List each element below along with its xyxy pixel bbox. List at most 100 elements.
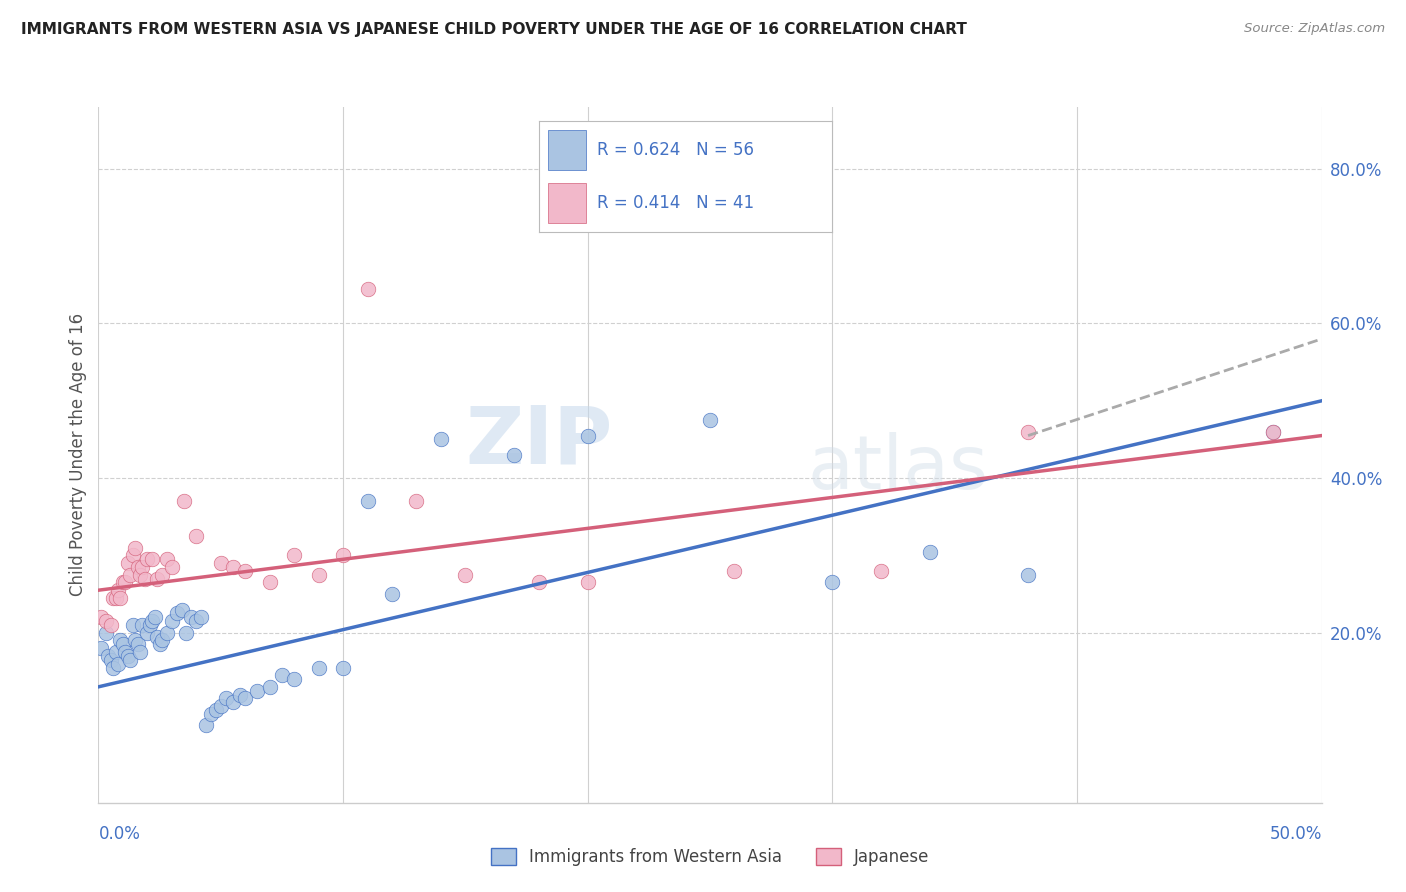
- Point: [101, 591, 124, 605]
- Point: [131, 560, 153, 574]
- Point: [356, 494, 378, 508]
- Point: [381, 587, 404, 601]
- Point: [111, 575, 134, 590]
- Point: [124, 633, 146, 648]
- Point: [136, 552, 159, 566]
- Point: [308, 567, 330, 582]
- Point: [129, 567, 152, 582]
- Point: [527, 575, 550, 590]
- Point: [821, 575, 844, 590]
- Point: [107, 583, 129, 598]
- Point: [576, 428, 599, 442]
- Point: [356, 282, 378, 296]
- Point: [114, 645, 136, 659]
- Point: [870, 564, 893, 578]
- Point: [110, 633, 132, 648]
- Point: [120, 567, 142, 582]
- Point: [100, 653, 122, 667]
- Point: [156, 625, 179, 640]
- Point: [222, 695, 245, 709]
- Point: [121, 618, 143, 632]
- Point: [186, 529, 208, 543]
- Point: [121, 549, 143, 563]
- Point: [139, 618, 162, 632]
- Point: [205, 703, 228, 717]
- Point: [127, 560, 149, 574]
- Point: [176, 625, 198, 640]
- Point: [332, 549, 354, 563]
- Point: [214, 691, 236, 706]
- Y-axis label: Child Poverty Under the Age of 16: Child Poverty Under the Age of 16: [69, 313, 87, 597]
- Point: [149, 637, 172, 651]
- Point: [723, 564, 745, 578]
- Point: [308, 660, 330, 674]
- Point: [90, 641, 112, 656]
- Point: [209, 699, 232, 714]
- Point: [134, 572, 156, 586]
- Point: [283, 549, 305, 563]
- Point: [101, 660, 124, 674]
- Point: [150, 633, 173, 648]
- Point: [259, 575, 281, 590]
- Point: [699, 413, 721, 427]
- Point: [170, 602, 193, 616]
- Point: [195, 718, 218, 732]
- Point: [233, 564, 256, 578]
- Point: [1017, 567, 1039, 582]
- Point: [117, 556, 139, 570]
- Point: [156, 552, 179, 566]
- Text: ZIP: ZIP: [465, 402, 612, 480]
- Point: [576, 575, 599, 590]
- Point: [97, 648, 120, 663]
- Point: [127, 637, 149, 651]
- Point: [180, 610, 202, 624]
- Point: [150, 567, 173, 582]
- Point: [107, 657, 129, 671]
- Point: [111, 637, 134, 651]
- Point: [166, 607, 188, 621]
- Point: [129, 645, 152, 659]
- Point: [503, 448, 526, 462]
- Point: [454, 567, 477, 582]
- Point: [104, 591, 127, 605]
- Point: [141, 614, 163, 628]
- Point: [104, 645, 127, 659]
- Point: [1261, 425, 1284, 439]
- Point: [222, 560, 245, 574]
- Point: [117, 648, 139, 663]
- Point: [124, 541, 146, 555]
- Text: 50.0%: 50.0%: [1270, 825, 1322, 843]
- Point: [136, 625, 159, 640]
- Text: Source: ZipAtlas.com: Source: ZipAtlas.com: [1244, 22, 1385, 36]
- Legend: Immigrants from Western Asia, Japanese: Immigrants from Western Asia, Japanese: [482, 839, 938, 874]
- Point: [190, 610, 212, 624]
- Point: [143, 610, 166, 624]
- Point: [94, 614, 117, 628]
- Point: [173, 494, 195, 508]
- Point: [920, 544, 942, 558]
- Point: [160, 614, 183, 628]
- Point: [131, 618, 153, 632]
- Point: [229, 688, 252, 702]
- Text: IMMIGRANTS FROM WESTERN ASIA VS JAPANESE CHILD POVERTY UNDER THE AGE OF 16 CORRE: IMMIGRANTS FROM WESTERN ASIA VS JAPANESE…: [21, 22, 967, 37]
- Text: atlas: atlas: [808, 433, 988, 506]
- Point: [100, 618, 122, 632]
- Point: [209, 556, 232, 570]
- Point: [1017, 425, 1039, 439]
- Text: 0.0%: 0.0%: [98, 825, 141, 843]
- Point: [270, 668, 294, 682]
- Point: [120, 653, 142, 667]
- Point: [146, 572, 169, 586]
- Point: [1261, 425, 1284, 439]
- Point: [332, 660, 354, 674]
- Point: [283, 672, 305, 686]
- Point: [405, 494, 427, 508]
- Point: [200, 706, 222, 721]
- Point: [246, 683, 269, 698]
- Point: [114, 575, 136, 590]
- Point: [141, 552, 163, 566]
- Point: [146, 630, 169, 644]
- Point: [90, 610, 112, 624]
- Point: [110, 591, 132, 605]
- Point: [186, 614, 208, 628]
